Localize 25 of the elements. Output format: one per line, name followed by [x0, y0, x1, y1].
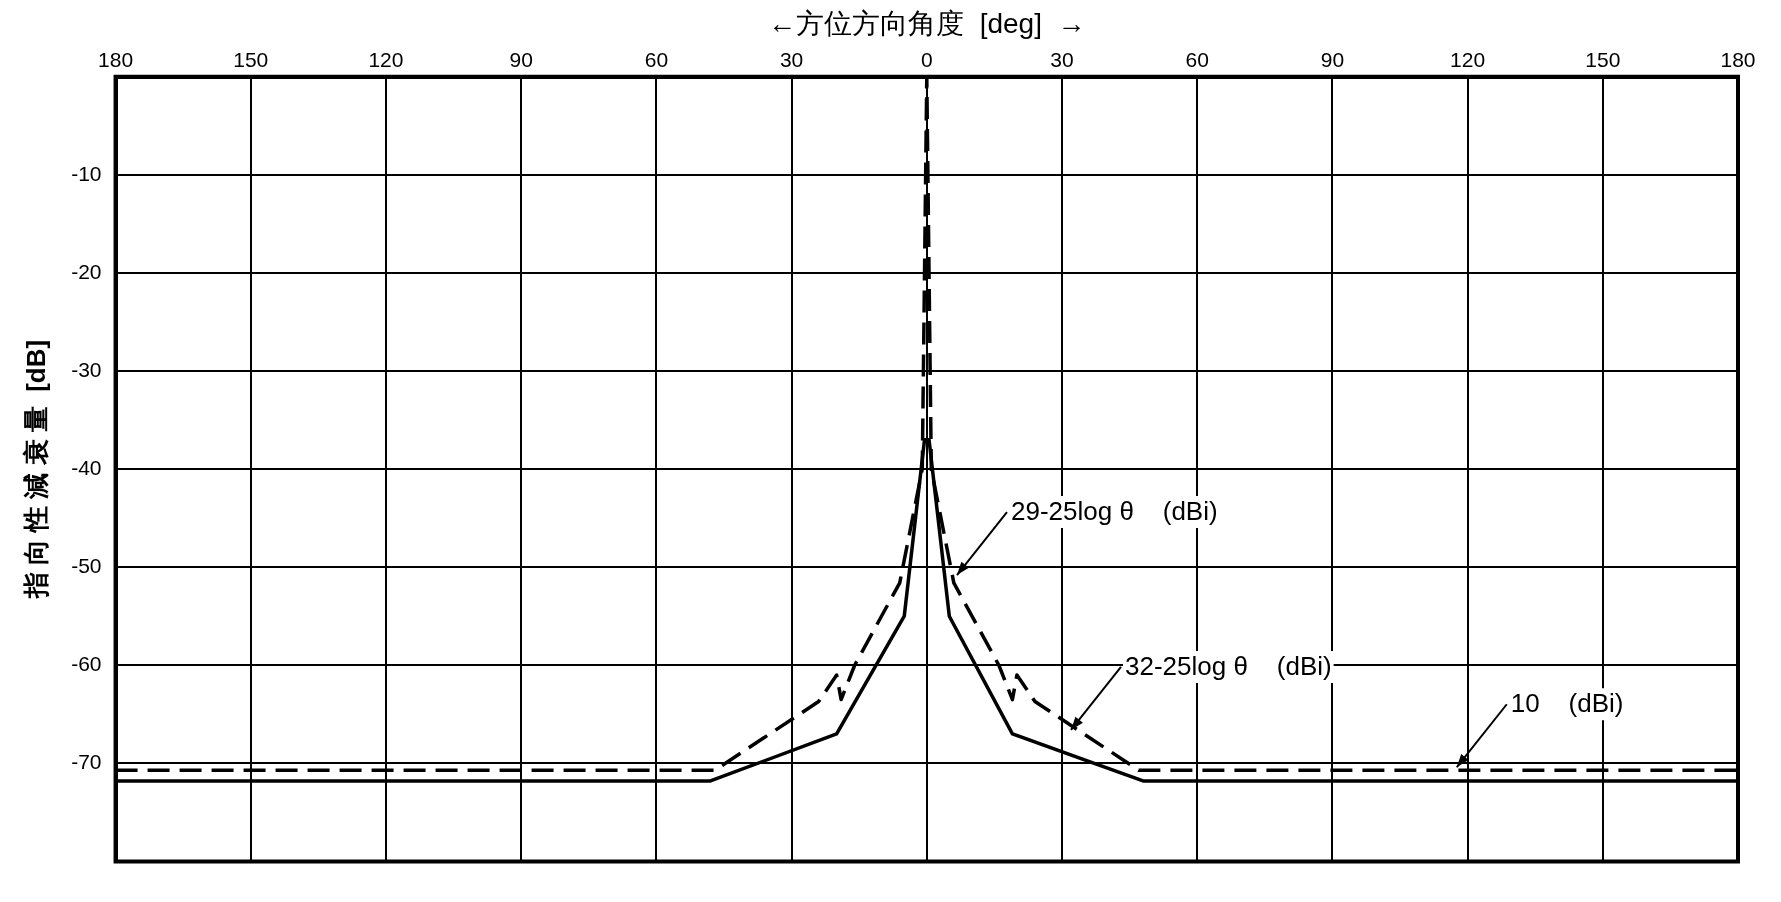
x-tick-label: 90	[1320, 48, 1345, 71]
y-tick-label: -40	[71, 455, 102, 479]
y-tick-label: -20	[71, 259, 102, 283]
x-tick-label: 90	[509, 48, 533, 71]
x-tick-label: 60	[644, 48, 669, 71]
y-tick-label: -30	[71, 357, 102, 381]
x-tick-label: 30	[1050, 48, 1074, 71]
y-tick-label: -70	[71, 750, 102, 774]
annotation: 10 (dBi)	[1510, 688, 1624, 719]
annotation: 29-25log θ (dBi)	[1010, 496, 1218, 527]
x-tick-label: 60	[1185, 48, 1209, 71]
y-tick-label: -10	[71, 161, 102, 185]
x-tick-label: 120	[368, 48, 404, 71]
x-tick-label: 120	[1450, 48, 1486, 71]
x-tick-label: 180	[98, 48, 134, 71]
y-tick-label: -60	[71, 652, 102, 676]
y-axis-title: 指 向 性 減 衰 量 [dB]	[20, 339, 51, 600]
x-tick-label: 0	[920, 48, 933, 71]
y-tick-label: -50	[71, 553, 102, 577]
x-tick-label: 30	[779, 48, 804, 71]
x-tick-label: 150	[233, 48, 269, 71]
x-tick-label: 150	[1585, 48, 1621, 71]
x-tick-label: 180	[1720, 48, 1756, 71]
annotation: 32-25log θ (dBi)	[1124, 650, 1332, 681]
x-axis-title: ←方位方向角度 [deg] →	[768, 7, 1086, 39]
